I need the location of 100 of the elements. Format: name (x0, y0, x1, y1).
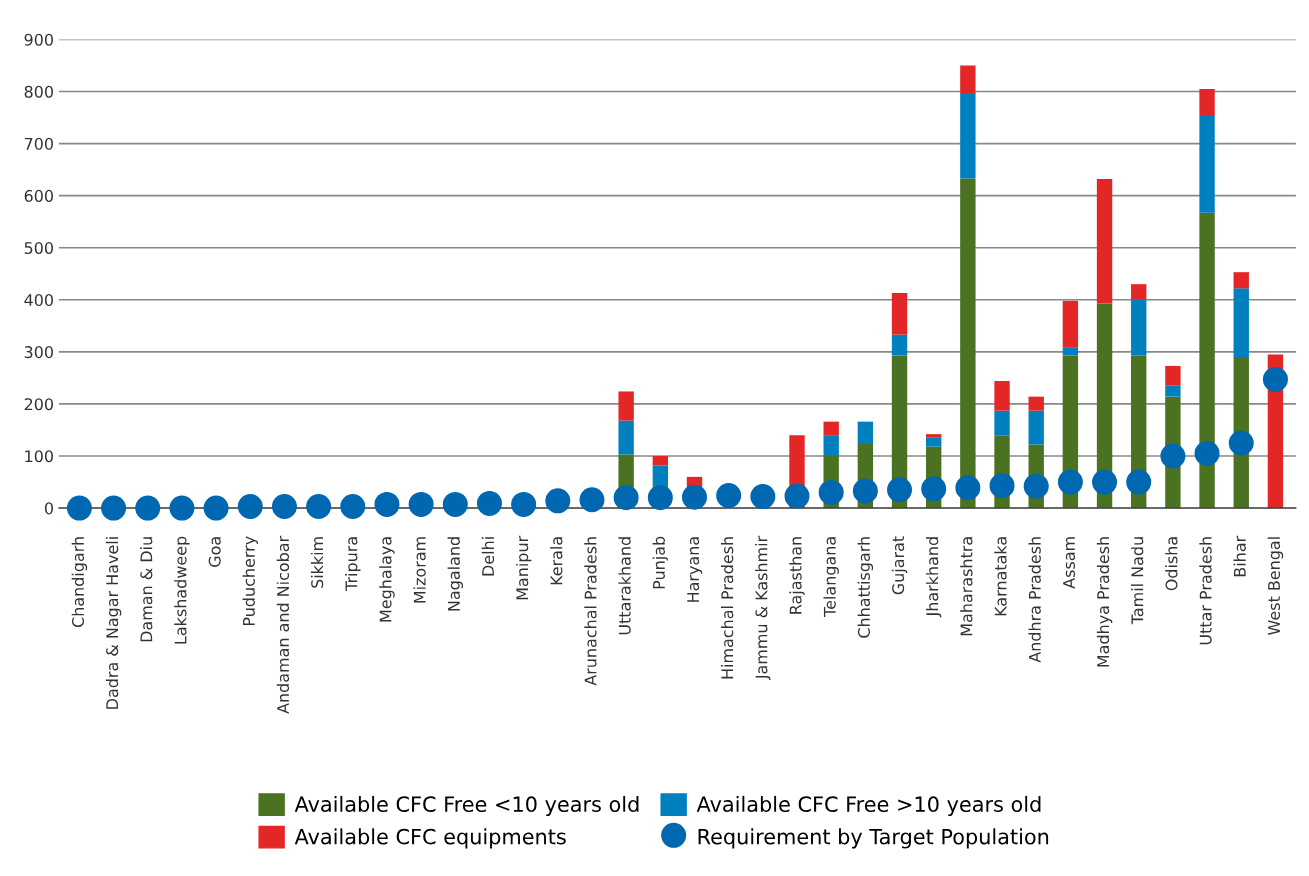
x-tick-label: Maharashtra (960, 537, 973, 636)
y-tick-label: 600 (24, 189, 53, 202)
x-tick-label: Puducherry (242, 536, 258, 626)
point (750, 484, 776, 510)
bar (618, 420, 634, 455)
y-tick-label: 400 (24, 294, 53, 307)
point (681, 484, 707, 510)
point (1262, 366, 1288, 392)
x-tick-label: Odisha (1165, 537, 1178, 591)
bar (652, 465, 669, 487)
bar (618, 391, 634, 421)
x-tick-label: Lakshadweep (174, 536, 190, 644)
legend-label: Available CFC equipments (294, 828, 566, 849)
x-tick-label: Nagaland (447, 537, 464, 611)
point (101, 495, 127, 521)
point (340, 494, 366, 520)
point (1023, 473, 1049, 499)
point (784, 483, 810, 509)
y-tick-label: 100 (25, 450, 53, 463)
x-tick-label: Bihar (1233, 535, 1246, 577)
point (408, 491, 434, 517)
point (66, 495, 92, 521)
x-tick-label: Haryana (687, 537, 703, 602)
x-tick-label: Tripura (345, 537, 361, 591)
point (271, 494, 297, 520)
point (203, 495, 229, 521)
x-tick-label: Jharkhand (925, 537, 942, 618)
bar (1131, 284, 1147, 300)
x-tick-label: Uttar Pradesh (1199, 537, 1212, 645)
bar (823, 421, 839, 436)
x-tick-label: Daman & Diu (140, 537, 153, 642)
bar (960, 178, 976, 509)
y-tick-label: 500 (24, 241, 53, 255)
bar (1233, 288, 1249, 358)
x-tick-label: Punjab (652, 536, 669, 589)
point (579, 487, 605, 513)
point (921, 476, 947, 502)
point (852, 478, 878, 504)
point (476, 490, 502, 516)
x-tick-label: Meghalaya (379, 537, 395, 622)
x-tick-label: Arunachal Pradesh (584, 537, 597, 686)
point (511, 491, 537, 517)
point (1228, 430, 1254, 456)
bar (1199, 114, 1215, 213)
bar (857, 421, 874, 445)
point (135, 495, 161, 521)
bar (994, 381, 1010, 411)
point (989, 473, 1015, 499)
x-tick-label: Jammu & Kashmir (755, 535, 771, 681)
x-tick-label: Dadra & Nagar Haveli (105, 537, 122, 709)
y-tick-label: 900 (24, 33, 53, 46)
bar (823, 435, 839, 457)
bar (1028, 410, 1044, 445)
point (1126, 469, 1152, 495)
y-tick-label: 700 (24, 137, 53, 150)
bar (1199, 88, 1215, 115)
point (169, 495, 195, 521)
legend-label: Requirement by Target Population (698, 828, 1049, 849)
x-tick-label: Goa (208, 537, 221, 567)
point (613, 485, 639, 511)
legend-label: Available CFC Free >10 years old (696, 795, 1041, 817)
bar (1165, 365, 1181, 386)
legend-label: Available CFC Free <10 years old (294, 795, 639, 817)
x-tick-label: Madhya Pradesh (1096, 537, 1113, 667)
x-tick-label: Mizoram (413, 537, 426, 603)
x-tick-label: Assam (1063, 537, 1076, 589)
bar (994, 410, 1010, 436)
bar (1165, 385, 1181, 397)
x-tick-label: Chhattisgarh (857, 537, 874, 638)
bar (891, 334, 908, 356)
point (545, 488, 571, 514)
point (442, 491, 468, 517)
point (1092, 469, 1118, 495)
x-tick-label: Rajasthan (789, 537, 805, 614)
x-tick-label: Kerala (550, 537, 563, 585)
bar (926, 434, 942, 438)
bar (1028, 396, 1044, 411)
point (1194, 440, 1220, 466)
x-tick-label: Chandigarh (71, 537, 88, 628)
bar (1096, 178, 1113, 304)
bar (960, 93, 976, 179)
x-tick-label: Andaman and Nicobar (276, 535, 290, 714)
x-tick-label: Telangana (823, 537, 839, 617)
point (1160, 443, 1186, 469)
y-tick-label: 200 (24, 398, 53, 411)
bar (1199, 212, 1215, 509)
bar (891, 293, 908, 335)
x-tick-label: Karnataka (994, 537, 1007, 616)
bar (1233, 272, 1249, 289)
point (306, 494, 332, 520)
point (955, 475, 981, 501)
x-tick-label: Sikkim (310, 537, 324, 588)
x-tick-label: Manipur (515, 535, 532, 600)
point (647, 485, 673, 511)
x-tick-label: Andhra Pradesh (1028, 537, 1041, 663)
bar (926, 437, 942, 447)
x-tick-label: Himachal Pradesh (720, 537, 734, 679)
x-tick-label: Delhi (481, 537, 495, 576)
point (716, 483, 742, 509)
point (887, 477, 913, 503)
